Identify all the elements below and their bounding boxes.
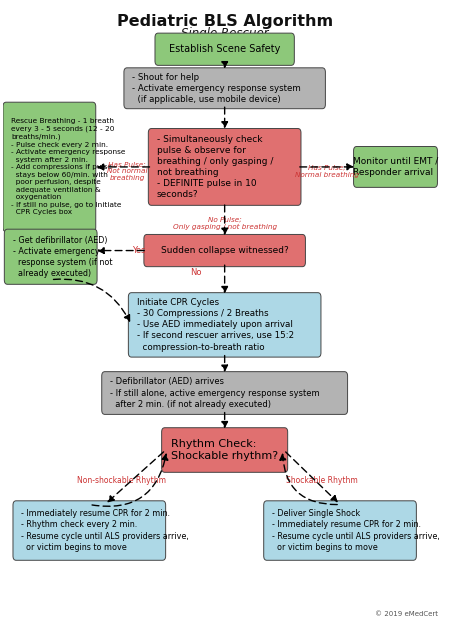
Text: - Simultaneously check
pulse & observe for
breathing / only gasping /
not breath: - Simultaneously check pulse & observe f… [157, 134, 273, 199]
FancyBboxPatch shape [162, 428, 288, 472]
Text: Has Pulse;
Normal breathing: Has Pulse; Normal breathing [295, 165, 359, 178]
Text: No: No [190, 268, 201, 277]
Text: © 2019 eMedCert: © 2019 eMedCert [375, 611, 438, 618]
Text: Yes: Yes [132, 246, 146, 255]
Text: Rescue Breathing - 1 breath
every 3 - 5 seconds (12 - 20
breaths/min.)
- Pulse c: Rescue Breathing - 1 breath every 3 - 5 … [11, 118, 126, 216]
Text: - Defibrillator (AED) arrives
- If still alone, active emergency response system: - Defibrillator (AED) arrives - If still… [110, 378, 320, 409]
FancyBboxPatch shape [102, 372, 348, 414]
Text: - Get defibrillator (AED)
- Activate emergency
  response system (if not
  alrea: - Get defibrillator (AED) - Activate eme… [13, 236, 112, 278]
FancyBboxPatch shape [155, 33, 294, 66]
Text: Initiate CPR Cycles
- 30 Compressions / 2 Breaths
- Use AED immediately upon arr: Initiate CPR Cycles - 30 Compressions / … [137, 298, 294, 352]
FancyBboxPatch shape [354, 146, 438, 188]
Text: - Shout for help
- Activate emergency response system
  (if applicable, use mobi: - Shout for help - Activate emergency re… [132, 72, 301, 104]
FancyBboxPatch shape [128, 292, 321, 357]
Text: Monitor until EMT /
Responder arrival: Monitor until EMT / Responder arrival [353, 157, 438, 177]
Text: Single Rescuer: Single Rescuer [181, 28, 269, 40]
FancyBboxPatch shape [4, 229, 97, 284]
Text: No Pulse;
Only gasping / not breathing: No Pulse; Only gasping / not breathing [173, 217, 277, 230]
Text: Sudden collapse witnessed?: Sudden collapse witnessed? [161, 246, 289, 255]
Text: Has Pulse;
Not normal
breathing: Has Pulse; Not normal breathing [107, 161, 147, 181]
FancyBboxPatch shape [144, 234, 306, 267]
FancyBboxPatch shape [3, 102, 96, 232]
Text: Pediatric BLS Algorithm: Pediatric BLS Algorithm [116, 14, 333, 29]
Text: Establish Scene Safety: Establish Scene Safety [169, 44, 280, 54]
FancyBboxPatch shape [13, 501, 166, 560]
Text: Shockable Rhythm: Shockable Rhythm [287, 476, 358, 486]
Text: Non-shockable Rhythm: Non-shockable Rhythm [77, 476, 166, 486]
Text: - Deliver Single Shock
- Immediately resume CPR for 2 min.
- Resume cycle until : - Deliver Single Shock - Immediately res… [272, 509, 440, 552]
FancyBboxPatch shape [124, 68, 325, 109]
Text: - Immediately resume CPR for 2 min.
- Rhythm check every 2 min.
- Resume cycle u: - Immediately resume CPR for 2 min. - Rh… [21, 509, 189, 552]
FancyBboxPatch shape [264, 501, 416, 560]
FancyBboxPatch shape [149, 129, 301, 206]
Text: Rhythm Check:
Shockable rhythm?: Rhythm Check: Shockable rhythm? [171, 439, 278, 461]
